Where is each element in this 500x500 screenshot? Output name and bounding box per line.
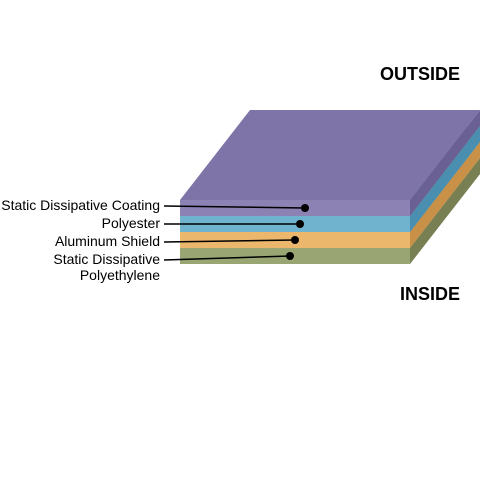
- inside-label: INSIDE: [400, 284, 460, 304]
- leader-dot-3: [286, 252, 294, 260]
- layer-label-1: Polyester: [102, 215, 161, 231]
- layer-label-0: Static Dissipative Coating: [1, 197, 160, 213]
- layer-label-3-line2: Polyethylene: [80, 267, 160, 283]
- leader-dot-1: [296, 220, 304, 228]
- layer-label-3-line1: Static Dissipative: [53, 251, 160, 267]
- leader-dot-2: [291, 236, 299, 244]
- leader-dot-0: [301, 204, 309, 212]
- material-layers-diagram: Static Dissipative Coating Polyester Alumi…: [0, 0, 500, 500]
- layer-front-3: [180, 248, 410, 264]
- outside-label: OUTSIDE: [380, 64, 460, 84]
- layer-label-2: Aluminum Shield: [55, 233, 160, 249]
